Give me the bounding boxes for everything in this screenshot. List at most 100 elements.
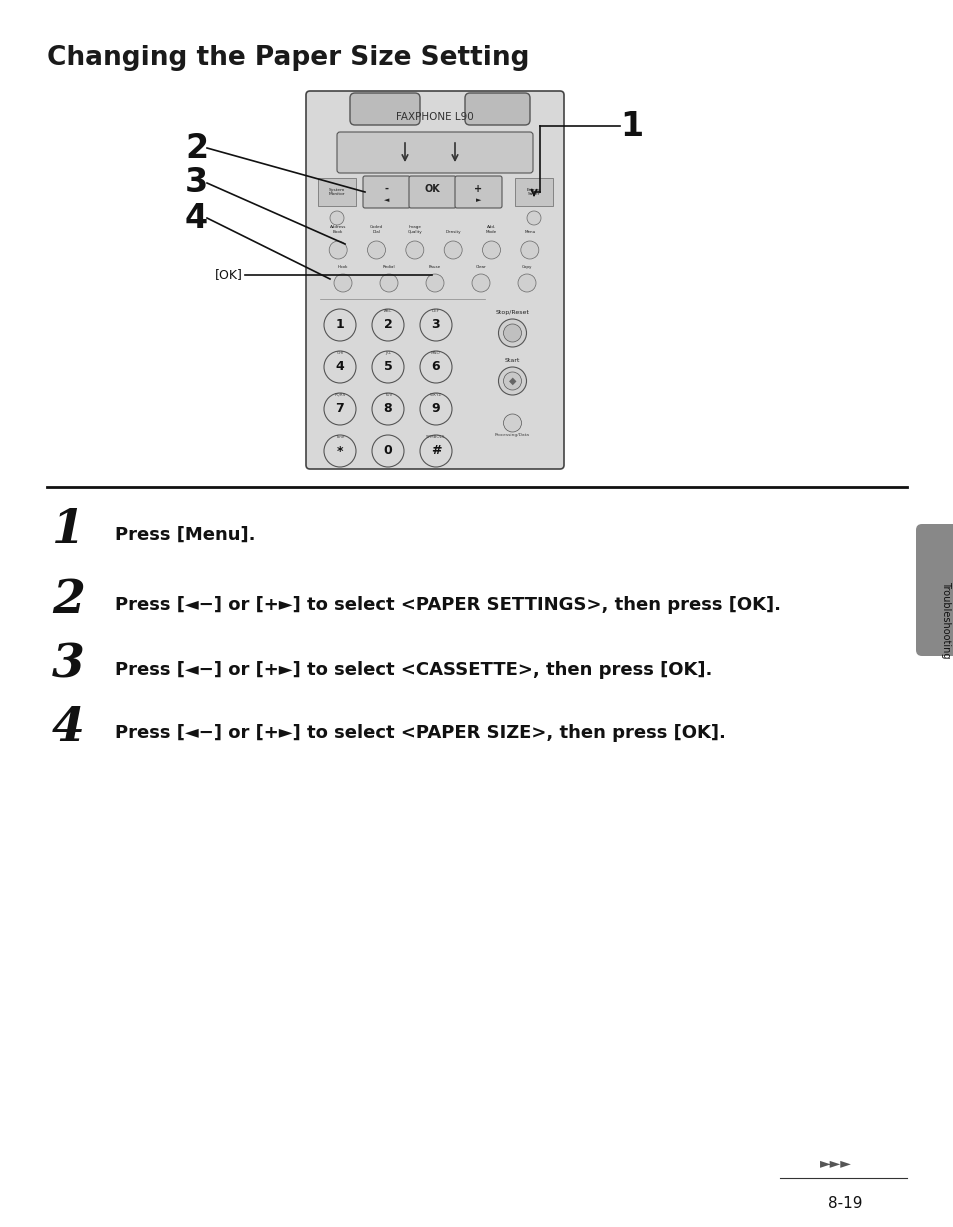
Circle shape [324,351,355,383]
Text: Press [◄−] or [+►] to select <PAPER SIZE>, then press [OK].: Press [◄−] or [+►] to select <PAPER SIZE… [115,724,725,742]
Text: Start: Start [504,358,519,363]
Circle shape [330,211,344,225]
Text: 0: 0 [383,444,392,458]
Circle shape [426,274,443,292]
Text: TUV: TUV [383,393,392,398]
Text: Address
Book: Address Book [330,226,346,234]
Circle shape [520,240,538,259]
Text: System
Monitor: System Monitor [329,188,345,196]
FancyBboxPatch shape [464,93,530,125]
Circle shape [379,274,397,292]
Text: 6: 6 [432,361,440,373]
Text: Clear: Clear [476,265,486,269]
Text: GHI: GHI [336,351,343,355]
Text: #: # [431,444,441,458]
Circle shape [517,274,536,292]
Circle shape [329,240,347,259]
Text: 2: 2 [383,319,392,331]
Text: Menu: Menu [523,229,535,234]
Circle shape [419,393,452,425]
Text: 8: 8 [383,402,392,416]
Text: ABC: ABC [383,309,392,313]
Circle shape [372,351,403,383]
Circle shape [498,367,526,395]
Text: -: - [384,184,388,194]
Text: FAXPHONE L90: FAXPHONE L90 [395,112,474,121]
Circle shape [503,413,521,432]
Text: JKL: JKL [385,351,391,355]
Text: ◆: ◆ [508,375,516,387]
Text: ◄: ◄ [383,198,389,202]
Circle shape [324,436,355,467]
Circle shape [334,274,352,292]
Text: 2: 2 [52,577,85,623]
Text: PQRS: PQRS [334,393,345,398]
FancyBboxPatch shape [915,524,953,656]
Circle shape [372,393,403,425]
FancyBboxPatch shape [306,91,563,469]
Text: 4: 4 [52,706,85,751]
Circle shape [419,351,452,383]
Circle shape [372,436,403,467]
Text: 5: 5 [383,361,392,373]
Text: Redial: Redial [382,265,395,269]
FancyBboxPatch shape [409,175,456,209]
Text: 7: 7 [335,402,344,416]
FancyBboxPatch shape [350,93,419,125]
Circle shape [444,240,461,259]
FancyBboxPatch shape [363,175,410,209]
Text: Troubleshooting: Troubleshooting [940,582,950,659]
Circle shape [324,393,355,425]
Circle shape [526,211,540,225]
Text: Image
Quality: Image Quality [407,226,422,234]
Circle shape [419,436,452,467]
Text: Processing/Data: Processing/Data [495,433,530,437]
Circle shape [472,274,490,292]
FancyBboxPatch shape [455,175,501,209]
Text: En▶gy
Saver: En▶gy Saver [526,188,540,196]
Bar [317,178,355,206]
Text: WXYZ: WXYZ [430,393,441,398]
Circle shape [324,309,355,341]
Bar [515,178,553,206]
Text: ►►►: ►►► [820,1156,851,1171]
Circle shape [405,240,423,259]
Circle shape [419,309,452,341]
Circle shape [367,240,385,259]
Text: 4: 4 [335,361,344,373]
Text: OK: OK [424,184,440,194]
Text: Copy: Copy [521,265,532,269]
Text: Press [Menu].: Press [Menu]. [115,526,255,544]
Text: MNO: MNO [431,351,440,355]
Circle shape [503,324,521,342]
Text: Add.
Mode: Add. Mode [485,226,497,234]
Text: Density: Density [445,229,460,234]
FancyBboxPatch shape [336,133,533,173]
Text: DEF: DEF [432,309,439,313]
Text: Tone: Tone [335,436,344,439]
Text: Stop/Reset: Stop/Reset [495,310,529,315]
Text: [OK]: [OK] [214,269,243,281]
Circle shape [503,372,521,390]
Text: 1: 1 [335,319,344,331]
Text: Press [◄−] or [+►] to select <PAPER SETTINGS>, then press [OK].: Press [◄−] or [+►] to select <PAPER SETT… [115,596,781,614]
Text: 3: 3 [185,167,208,200]
Text: 1: 1 [619,109,642,142]
Text: Hook: Hook [337,265,348,269]
Text: 3: 3 [52,642,85,688]
Text: Changing the Paper Size Setting: Changing the Paper Size Setting [47,45,529,71]
Text: 8-19: 8-19 [827,1195,862,1211]
Text: 1: 1 [52,507,85,553]
Text: ►: ► [476,198,480,202]
Text: *: * [336,444,343,458]
Text: 2: 2 [185,131,208,164]
Text: 9: 9 [432,402,440,416]
Text: Coded
Dial: Coded Dial [370,226,383,234]
Text: Pause: Pause [429,265,440,269]
Circle shape [482,240,500,259]
Text: 3: 3 [432,319,440,331]
Circle shape [498,319,526,347]
Text: 4: 4 [185,201,208,234]
Text: +: + [474,184,482,194]
Circle shape [372,309,403,341]
